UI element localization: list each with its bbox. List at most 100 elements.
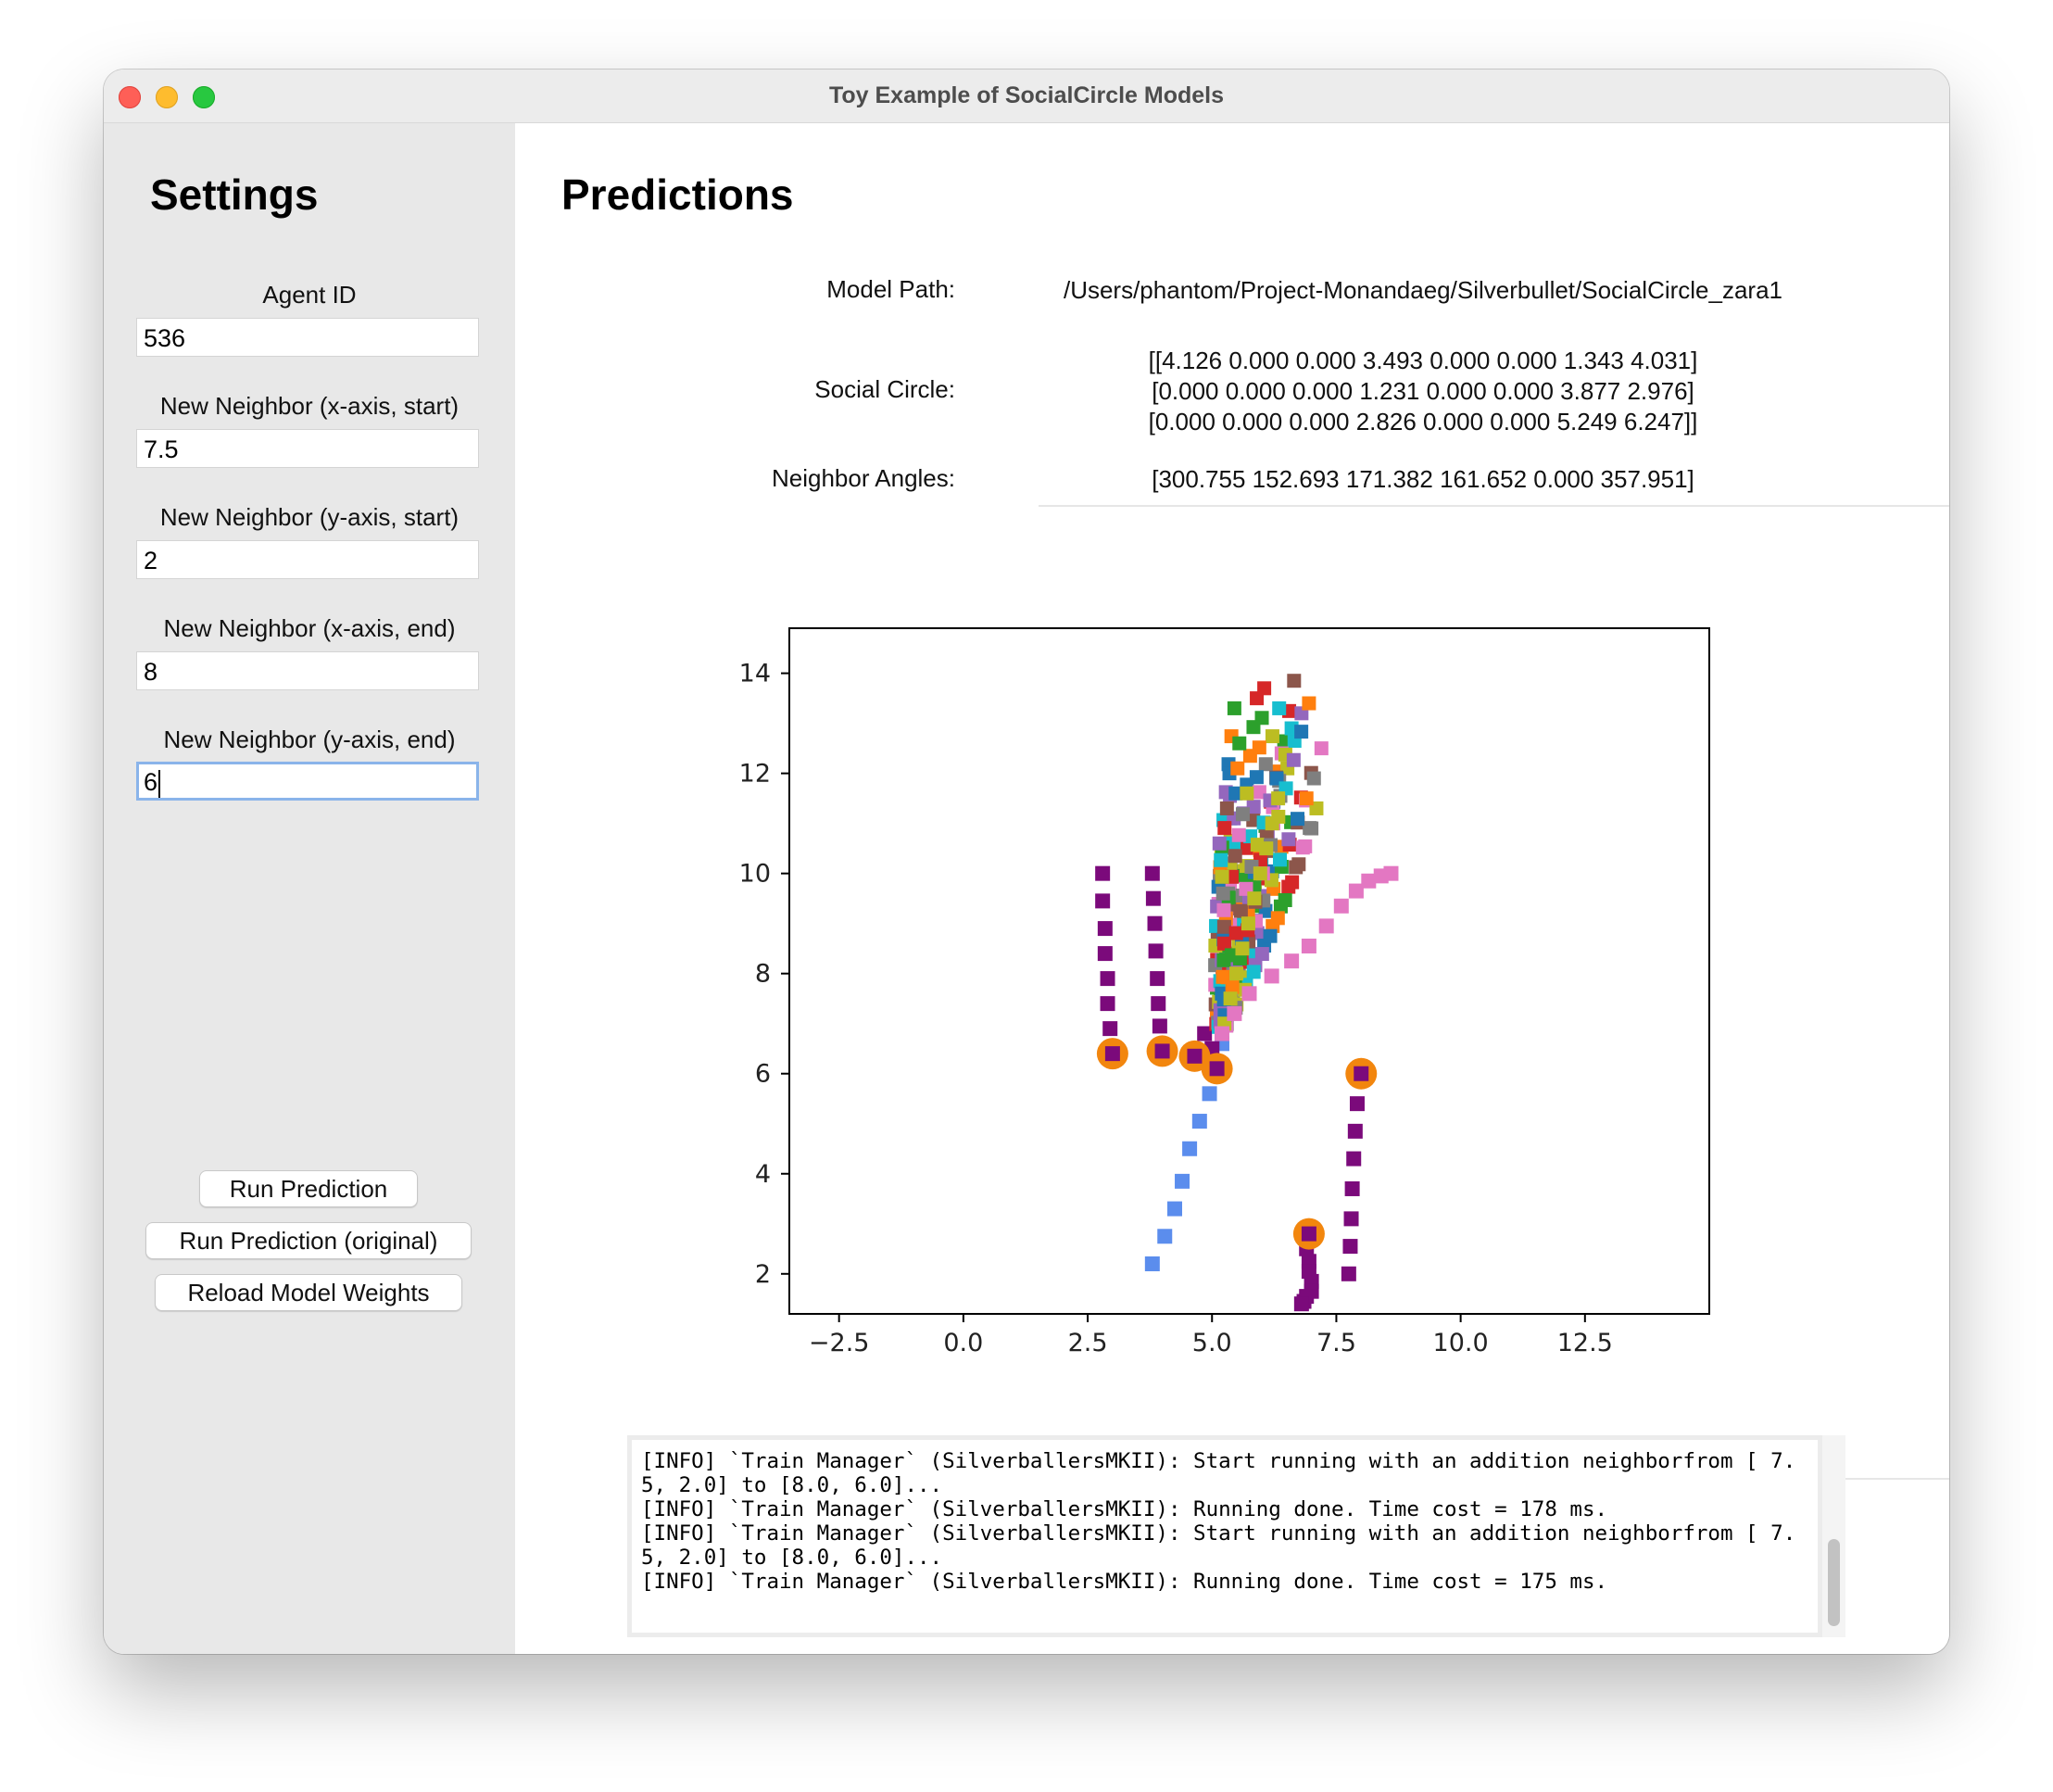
- neighbor-5-point: [1346, 1151, 1362, 1167]
- predicted-point: [1281, 832, 1296, 847]
- pink-trajectory-point: [1301, 938, 1316, 953]
- neighbor-angles-label: Neighbor Angles:: [771, 464, 955, 492]
- agent-id-input[interactable]: 536: [136, 318, 479, 357]
- log-scrollbar-thumb[interactable]: [1828, 1539, 1840, 1626]
- pink-trajectory-point: [1227, 1005, 1242, 1021]
- neighbor-5-point: [1347, 1123, 1363, 1139]
- neighbor-1-point: [1095, 865, 1111, 881]
- x-tick-label: 12.5: [1557, 1329, 1613, 1357]
- y-tick-label: 6: [755, 1060, 771, 1089]
- neighbor-1-point: [1095, 893, 1111, 909]
- predicted-point: [1285, 875, 1300, 890]
- log-scrollbar[interactable]: [1822, 1435, 1845, 1637]
- text-caret: [158, 769, 161, 798]
- neighbor-4-point: [1293, 1296, 1309, 1312]
- neighbor-5-point: [1341, 1266, 1356, 1281]
- predicted-point: [1270, 911, 1285, 926]
- neighbor-5-point: [1349, 1096, 1365, 1112]
- predicted-point: [1259, 841, 1274, 856]
- predicted-point: [1306, 771, 1321, 786]
- observed-point: [1191, 1114, 1207, 1129]
- title-bar: Toy Example of SocialCircle Models: [104, 69, 1949, 123]
- run-prediction-button[interactable]: Run Prediction: [199, 1170, 418, 1207]
- predicted-point: [1228, 849, 1242, 864]
- x-tick-label: 7.5: [1316, 1329, 1356, 1357]
- reload-model-weights-button[interactable]: Reload Model Weights: [155, 1274, 462, 1311]
- predicted-point: [1217, 821, 1232, 836]
- settings-panel: Settings Agent ID 536 New Neighbor (x-ax…: [104, 123, 515, 1654]
- predicted-point: [1233, 903, 1248, 918]
- predicted-point: [1231, 827, 1246, 842]
- observed-point: [1202, 1086, 1217, 1102]
- pink-trajectory-point: [1361, 873, 1377, 889]
- predicted-point: [1304, 821, 1319, 836]
- maximize-window-button[interactable]: [193, 86, 215, 108]
- predicted-point: [1216, 936, 1231, 951]
- predicted-point: [1246, 813, 1261, 827]
- neighbor-1-point: [1102, 1021, 1118, 1037]
- x-tick-label: 10.0: [1433, 1329, 1489, 1357]
- predicted-point: [1314, 741, 1329, 756]
- current-position-center: [1301, 1226, 1316, 1242]
- x-tick-label: 2.5: [1068, 1329, 1108, 1357]
- social-circle-row: [0.000 0.000 0.000 1.231 0.000 0.000 3.8…: [1152, 377, 1694, 405]
- pink-trajectory-point: [1214, 1026, 1229, 1041]
- predicted-point: [1223, 991, 1238, 1006]
- minimize-window-button[interactable]: [156, 86, 178, 108]
- predicted-point: [1228, 926, 1243, 940]
- neighbor-2-point: [1145, 890, 1161, 906]
- y-tick-label: 10: [739, 860, 771, 889]
- close-window-button[interactable]: [119, 86, 141, 108]
- neighbor-2-point: [1150, 971, 1165, 987]
- run-prediction-original-button[interactable]: Run Prediction (original): [145, 1222, 472, 1259]
- neighbor-x-end-input[interactable]: 8: [136, 651, 479, 690]
- settings-heading: Settings: [150, 170, 319, 219]
- predicted-point: [1302, 696, 1316, 711]
- neighbor-5-point: [1344, 1180, 1360, 1196]
- pink-trajectory-point: [1264, 968, 1279, 984]
- observed-point: [1144, 1256, 1160, 1271]
- neighbor-2-point: [1148, 943, 1164, 959]
- current-position-center: [1154, 1043, 1170, 1059]
- predicted-point: [1254, 947, 1269, 962]
- predicted-point: [1241, 916, 1255, 931]
- neighbor-x-start-label: New Neighbor (x-axis, start): [159, 392, 460, 420]
- y-tick-label: 12: [739, 760, 771, 789]
- current-position-center: [1187, 1048, 1203, 1064]
- predicted-point: [1215, 869, 1229, 884]
- model-path-label: Model Path:: [826, 275, 955, 303]
- predictions-panel: Predictions Model Path: /Users/phantom/P…: [515, 123, 1949, 1654]
- predicted-point: [1265, 729, 1279, 744]
- predicted-point: [1278, 892, 1292, 907]
- predicted-point: [1273, 852, 1288, 867]
- pink-trajectory-point: [1318, 918, 1334, 934]
- current-position-center: [1209, 1061, 1225, 1077]
- neighbor-x-start-input[interactable]: 7.5: [136, 429, 479, 468]
- observed-point: [1157, 1229, 1173, 1244]
- info-divider: [1039, 505, 1949, 507]
- predicted-point: [1287, 674, 1302, 688]
- predicted-point: [1235, 941, 1250, 956]
- log-output[interactable]: [INFO] `Train Manager` (SilverballersMKI…: [627, 1435, 1822, 1637]
- neighbor-5-point: [1343, 1211, 1359, 1227]
- predicted-point: [1216, 919, 1231, 934]
- predicted-point: [1215, 886, 1230, 901]
- social-circle-row: [0.000 0.000 0.000 2.826 0.000 0.000 5.2…: [1148, 408, 1698, 435]
- predicted-point: [1214, 852, 1228, 867]
- predicted-point: [1299, 791, 1314, 806]
- predicted-point: [1228, 786, 1243, 801]
- neighbor-y-end-label: New Neighbor (y-axis, end): [163, 726, 456, 753]
- y-tick-label: 4: [755, 1160, 771, 1189]
- predicted-point: [1247, 891, 1262, 906]
- neighbor-angles-value: [300.755 152.693 171.382 161.652 0.000 3…: [1152, 465, 1694, 493]
- neighbor-y-end-input[interactable]: 6: [136, 762, 479, 801]
- predicted-point: [1212, 836, 1227, 851]
- neighbor-y-start-input[interactable]: 2: [136, 540, 479, 579]
- predicted-point: [1263, 928, 1278, 943]
- predicted-point: [1246, 800, 1261, 814]
- predicted-point: [1230, 761, 1245, 776]
- pink-trajectory-point: [1241, 986, 1257, 1002]
- y-tick-label: 14: [739, 660, 771, 688]
- predicted-point: [1246, 965, 1261, 979]
- predicted-point: [1216, 902, 1231, 917]
